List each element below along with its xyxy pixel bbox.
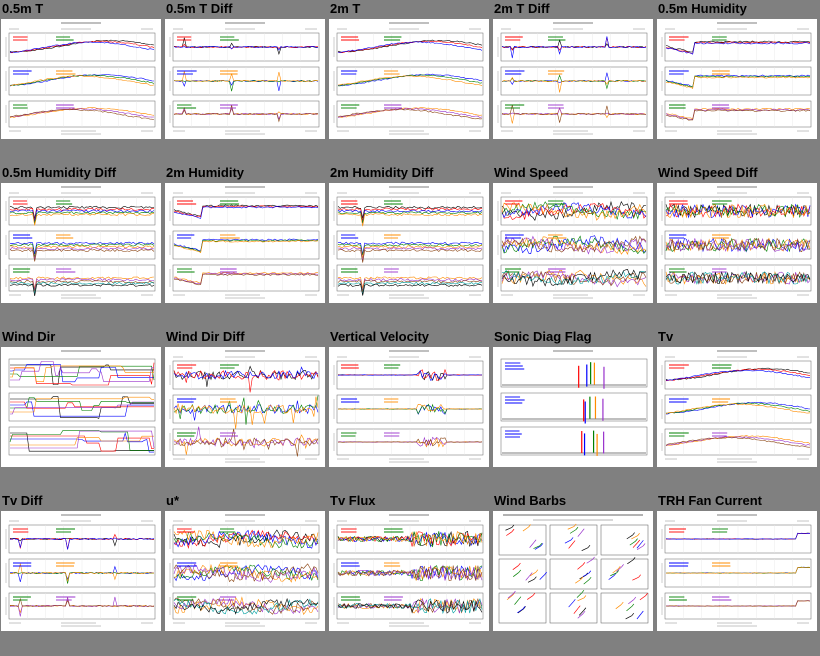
plot-thumbnail-12[interactable] xyxy=(329,347,489,467)
thumbnail-cell: 2m T xyxy=(328,0,492,164)
thumbnail-title: 2m T xyxy=(330,1,361,16)
plot-thumbnail-15[interactable] xyxy=(1,511,161,631)
plot-thumbnail-17[interactable] xyxy=(329,511,489,631)
plot-thumbnail-18[interactable] xyxy=(493,511,653,631)
thumbnail-cell: 0.5m T Diff xyxy=(164,0,328,164)
plot-thumbnail-19[interactable] xyxy=(657,511,817,631)
thumbnail-cell: Wind Barbs xyxy=(492,492,656,656)
thumbnail-title: Wind Dir xyxy=(2,329,56,344)
plot-thumbnail-16[interactable] xyxy=(165,511,325,631)
thumbnail-cell: u* xyxy=(164,492,328,656)
plot-thumbnail-9[interactable] xyxy=(657,183,817,303)
thumbnail-title: Wind Dir Diff xyxy=(166,329,245,344)
thumbnail-title: Wind Speed xyxy=(494,165,569,180)
plot-thumbnail-0[interactable] xyxy=(1,19,161,139)
thumbnail-cell: 0.5m T xyxy=(0,0,164,164)
thumbnail-title: TRH Fan Current xyxy=(658,493,762,508)
thumbnail-title: Vertical Velocity xyxy=(330,329,430,344)
thumbnail-title: Wind Speed Diff xyxy=(658,165,758,180)
plot-thumbnail-10[interactable] xyxy=(1,347,161,467)
thumbnail-title: Sonic Diag Flag xyxy=(494,329,592,344)
plot-thumbnail-7[interactable] xyxy=(329,183,489,303)
plot-thumbnail-3[interactable] xyxy=(493,19,653,139)
thumbnail-title: Wind Barbs xyxy=(494,493,567,508)
thumbnail-title: Tv xyxy=(658,329,674,344)
thumbnail-cell: 0.5m Humidity Diff xyxy=(0,164,164,328)
thumbnail-cell: 2m T Diff xyxy=(492,0,656,164)
plot-thumbnail-2[interactable] xyxy=(329,19,489,139)
thumbnail-cell: Tv Flux xyxy=(328,492,492,656)
plot-thumbnail-4[interactable] xyxy=(657,19,817,139)
thumbnail-cell: Sonic Diag Flag xyxy=(492,328,656,492)
plot-thumbnail-5[interactable] xyxy=(1,183,161,303)
plot-thumbnail-1[interactable] xyxy=(165,19,325,139)
thumbnail-cell: Tv Diff xyxy=(0,492,164,656)
plot-thumbnail-14[interactable] xyxy=(657,347,817,467)
plot-thumbnail-6[interactable] xyxy=(165,183,325,303)
plot-thumbnail-13[interactable] xyxy=(493,347,653,467)
thumbnail-cell: 2m Humidity Diff xyxy=(328,164,492,328)
thumbnail-cell: Wind Dir Diff xyxy=(164,328,328,492)
thumbnail-title: 2m Humidity Diff xyxy=(330,165,434,180)
thumbnail-cell: Wind Dir xyxy=(0,328,164,492)
thumbnail-cell: TRH Fan Current xyxy=(656,492,820,656)
thumbnail-cell: 0.5m Humidity xyxy=(656,0,820,164)
plot-thumbnail-11[interactable] xyxy=(165,347,325,467)
plot-thumbnail-8[interactable] xyxy=(493,183,653,303)
thumbnail-cell: Vertical Velocity xyxy=(328,328,492,492)
thumbnail-title: Tv Diff xyxy=(2,493,43,508)
thumbnail-title: u* xyxy=(166,493,179,508)
thumbnail-cell: 2m Humidity xyxy=(164,164,328,328)
thumbnail-cell: Wind Speed Diff xyxy=(656,164,820,328)
thumbnail-title: Tv Flux xyxy=(330,493,376,508)
thumbnail-cell: Wind Speed xyxy=(492,164,656,328)
thumbnail-title: 0.5m T xyxy=(2,1,44,16)
thumbnail-title: 0.5m T Diff xyxy=(166,1,233,16)
thumbnail-title: 2m T Diff xyxy=(494,1,550,16)
thumbnail-title: 0.5m Humidity Diff xyxy=(2,165,117,180)
thumbnail-title: 2m Humidity xyxy=(166,165,245,180)
thumbnail-cell: Tv xyxy=(656,328,820,492)
thumbnail-title: 0.5m Humidity xyxy=(658,1,747,16)
